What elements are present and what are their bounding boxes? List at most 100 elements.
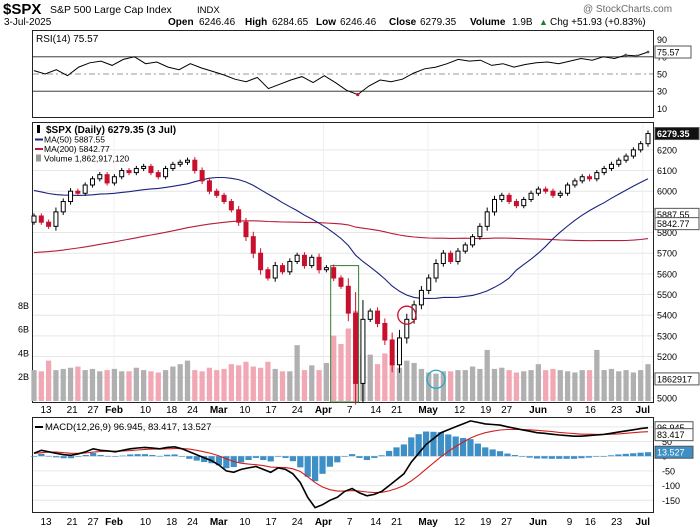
macd-histogram-bar [119, 455, 126, 457]
candle-body [31, 215, 37, 223]
macd-histogram-bar [415, 434, 422, 457]
macd-histogram-bar [408, 437, 415, 457]
macd-histogram-bar [75, 456, 82, 457]
volume-bar [484, 349, 490, 401]
volume-bar [462, 370, 468, 401]
macd-histogram-bar [519, 456, 526, 457]
macd-histogram-bar [430, 431, 437, 457]
close-value: 6279.35 [420, 17, 457, 28]
volume-bar [97, 371, 103, 401]
macd-histogram-bar [38, 453, 45, 457]
volume-bar [141, 370, 147, 401]
macd-histogram-bar [97, 455, 104, 457]
price-tag-label: 5842.77 [657, 219, 690, 229]
candle-body [68, 190, 74, 203]
volume-bar [513, 372, 520, 401]
price-tick-label: 5000 [657, 393, 677, 403]
candle-body [272, 265, 278, 279]
macd-line [33, 420, 649, 509]
macd-histogram-bar [630, 453, 637, 457]
candle-body [155, 172, 161, 178]
x-tick-label: 27 [88, 405, 100, 416]
x-tick-label: 13 [40, 405, 52, 416]
candle-body [426, 277, 432, 291]
price-tick-label: 5300 [657, 331, 677, 341]
candle-body [616, 159, 622, 165]
macd-tick-label: -150 [662, 496, 680, 506]
candle-body [645, 133, 651, 145]
volume-bar [243, 361, 249, 401]
candle-body [214, 190, 220, 196]
legend-label: MA(200) 5842.77 [44, 144, 110, 154]
volume-bar [448, 371, 454, 401]
macd-histogram-bar [548, 456, 555, 459]
price-tick-label: 6200 [657, 145, 677, 155]
volume-value: 1.9B [512, 17, 533, 28]
macd-histogram-bar [637, 452, 644, 457]
macd-histogram-bar [238, 456, 245, 463]
candle-body [572, 180, 578, 186]
volume-bar [616, 371, 622, 401]
macd-histogram-bar [156, 455, 163, 457]
candle-body [440, 252, 446, 265]
candle-body [294, 254, 300, 262]
volume-bar [601, 370, 607, 401]
x-tick-label: 24 [292, 517, 304, 528]
rsi-overbought-mark [624, 53, 628, 57]
candle-body [360, 318, 366, 384]
macd-histogram-bar [615, 454, 622, 457]
macd-histogram-bar [437, 432, 444, 457]
candle-body [382, 322, 388, 341]
price-legend: $SPX (Daily) 6279.35 (3 Jul)MA(50) 5887.… [35, 125, 176, 164]
volume-bar [506, 370, 512, 401]
macd-histogram-bar [45, 455, 52, 457]
macd-histogram-bar [275, 456, 282, 457]
candle-body [433, 263, 439, 279]
volume-bar [111, 368, 118, 401]
x-tick-label: 16 [585, 405, 597, 416]
price-panel: 6200610060005900580057005600550054005300… [18, 122, 700, 405]
macd-histogram-bar [208, 456, 215, 464]
macd-histogram-bar [326, 456, 334, 467]
macd-histogram-bar [348, 454, 356, 457]
rsi-oversold-mark [356, 93, 360, 97]
volume-bar [279, 371, 286, 401]
volume-bar [586, 370, 593, 401]
candle-body [82, 184, 88, 194]
volume-bar [250, 366, 256, 401]
macd-histogram-bar [104, 455, 112, 457]
candle-body [46, 221, 52, 227]
x-tick-label: May [418, 405, 438, 416]
volume-bar [338, 343, 344, 401]
candle-body [243, 221, 249, 238]
x-tick-label: 21 [391, 405, 403, 416]
candle-body [192, 159, 198, 172]
macd-histogram-bar [304, 456, 311, 477]
candle-body [338, 277, 344, 287]
volume-bar [89, 368, 96, 401]
volume-axis-label: 6B [18, 325, 29, 335]
volume-bar [199, 371, 205, 401]
candle-body [513, 201, 519, 207]
macd-histogram-bar [141, 454, 149, 457]
volume-bar [301, 370, 308, 401]
volume-bar [426, 372, 432, 401]
candle-body [316, 256, 322, 271]
macd-histogram-bar [533, 456, 541, 459]
macd-histogram-bar [82, 455, 89, 457]
macd-histogram-bar [260, 456, 267, 461]
volume-bar [206, 367, 213, 401]
candle-body [236, 209, 242, 223]
macd-histogram-bar [526, 456, 533, 458]
candle-body [630, 149, 636, 157]
macd-histogram-bar [334, 456, 341, 463]
candle-body [228, 201, 234, 211]
legend-label: Volume 1,862,917,120 [44, 154, 129, 164]
x-tick-label: Mar [210, 517, 228, 528]
candle-body [104, 174, 110, 184]
volume-bar [67, 367, 74, 401]
macd-histogram-bar [563, 456, 570, 459]
x-tick-label: Jul [636, 517, 651, 528]
volume-bar [433, 373, 439, 401]
volume-bar [608, 368, 615, 401]
